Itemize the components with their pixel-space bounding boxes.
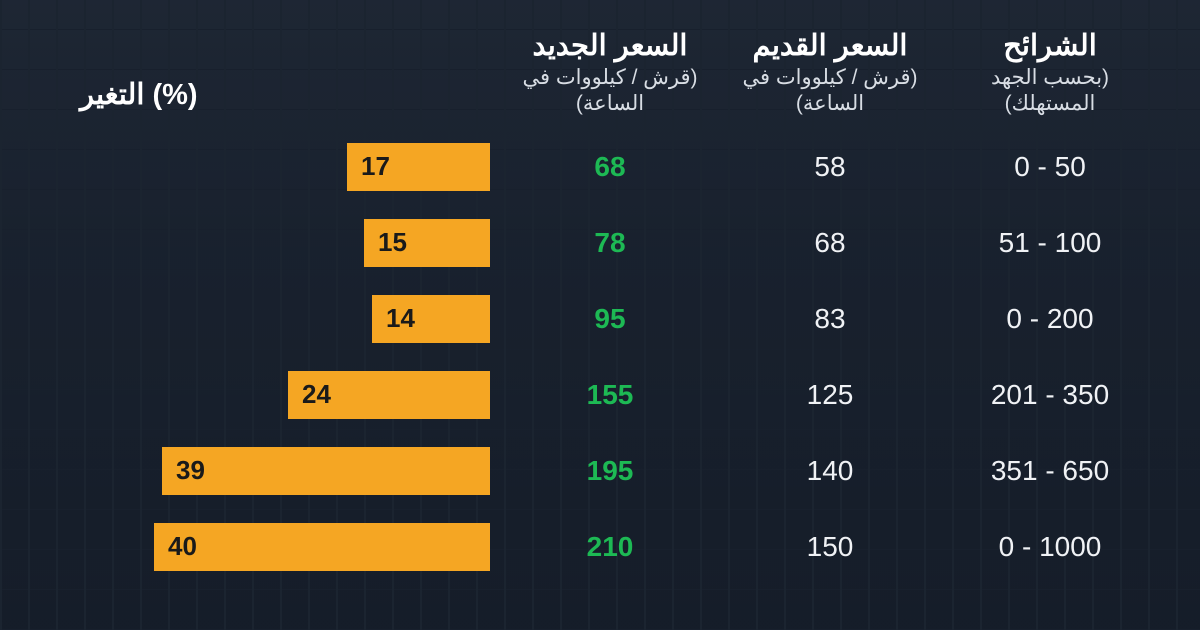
- header-row: الشرائح (بحسب الجهد المستهلك) السعر القد…: [50, 30, 1150, 116]
- col-head-tiers: الشرائح (بحسب الجهد المستهلك): [950, 30, 1150, 116]
- old-title: السعر القديم: [730, 30, 930, 63]
- new-price-cell: 68: [510, 151, 710, 183]
- change-bar: 24: [288, 371, 490, 419]
- change-bar: 40: [154, 523, 490, 571]
- change-bar: 39: [162, 447, 490, 495]
- change-bar-label: 17: [361, 151, 390, 182]
- new-price-cell: 155: [510, 379, 710, 411]
- change-bar: 17: [347, 143, 490, 191]
- change-bar-label: 15: [378, 227, 407, 258]
- table-row: 0 - 50 58 68 17: [50, 138, 1150, 196]
- table-row: 0 - 1000 150 210 40: [50, 518, 1150, 576]
- change-bar-cell: 40: [70, 523, 490, 571]
- tier-cell: 201 - 350: [950, 379, 1150, 411]
- new-sub: (قرش / كيلووات في الساعة): [510, 65, 710, 115]
- old-price-cell: 83: [730, 303, 930, 335]
- change-bar-cell: 14: [70, 295, 490, 343]
- change-bar-label: 14: [386, 303, 415, 334]
- table-row: 51 - 100 68 78 15: [50, 214, 1150, 272]
- new-price-cell: 78: [510, 227, 710, 259]
- col-head-change: التغير (%): [70, 77, 490, 116]
- change-bar-label: 40: [168, 531, 197, 562]
- table-row: 201 - 350 125 155 24: [50, 366, 1150, 424]
- tiers-title: الشرائح: [950, 30, 1150, 63]
- change-bar-cell: 15: [70, 219, 490, 267]
- change-bar-cell: 39: [70, 447, 490, 495]
- old-price-cell: 140: [730, 455, 930, 487]
- old-price-cell: 58: [730, 151, 930, 183]
- tier-cell: 351 - 650: [950, 455, 1150, 487]
- change-bar-label: 39: [176, 455, 205, 486]
- new-title: السعر الجديد: [510, 30, 710, 63]
- old-price-cell: 150: [730, 531, 930, 563]
- new-price-cell: 95: [510, 303, 710, 335]
- tier-cell: 0 - 50: [950, 151, 1150, 183]
- change-bar-cell: 17: [70, 143, 490, 191]
- change-bar: 15: [364, 219, 490, 267]
- old-price-cell: 68: [730, 227, 930, 259]
- change-bar-label: 24: [302, 379, 331, 410]
- old-sub: (قرش / كيلووات في الساعة): [730, 65, 930, 115]
- new-price-cell: 195: [510, 455, 710, 487]
- tier-cell: 0 - 200: [950, 303, 1150, 335]
- change-bar-cell: 24: [70, 371, 490, 419]
- new-price-cell: 210: [510, 531, 710, 563]
- change-bar: 14: [372, 295, 490, 343]
- tier-cell: 51 - 100: [950, 227, 1150, 259]
- old-price-cell: 125: [730, 379, 930, 411]
- col-head-new: السعر الجديد (قرش / كيلووات في الساعة): [510, 30, 710, 116]
- table-row: 351 - 650 140 195 39: [50, 442, 1150, 500]
- data-rows: 0 - 50 58 68 17 51 - 100 68 78 15 0 - 200 83 95 14 2…: [50, 138, 1150, 576]
- tier-cell: 0 - 1000: [950, 531, 1150, 563]
- tiers-sub: (بحسب الجهد المستهلك): [950, 65, 1150, 115]
- infographic-container: الشرائح (بحسب الجهد المستهلك) السعر القد…: [0, 0, 1200, 630]
- col-head-old: السعر القديم (قرش / كيلووات في الساعة): [730, 30, 930, 116]
- table-row: 0 - 200 83 95 14: [50, 290, 1150, 348]
